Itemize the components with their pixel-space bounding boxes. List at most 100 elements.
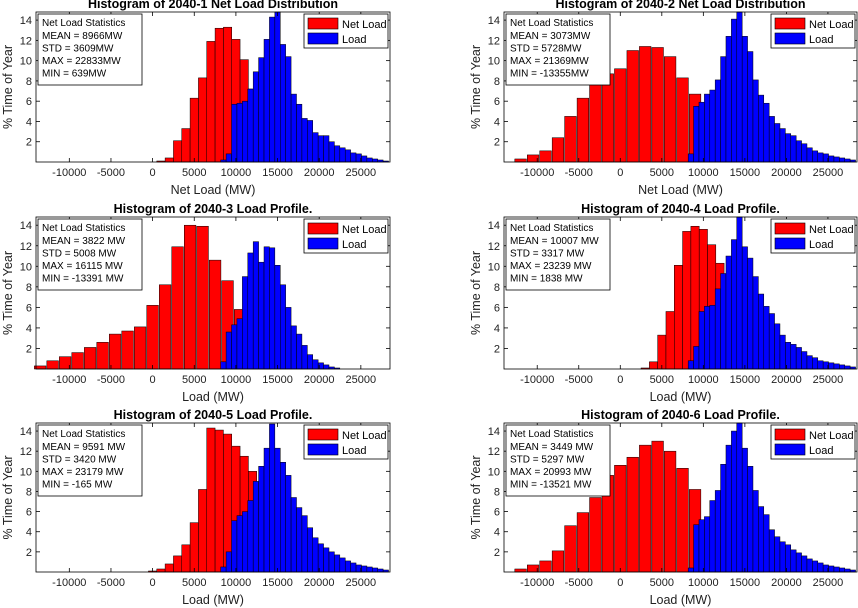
load-bar [312,537,319,573]
stats-title: Net Load Statistics [510,429,593,440]
load-bar [252,241,259,370]
load-bar [242,276,249,370]
x-axis-label: Load (MW) [650,593,712,607]
net-load-bar [223,433,232,573]
load-bar [768,313,775,370]
x-tick-label: 10000 [688,374,719,386]
x-tick-label: 25000 [346,577,377,589]
net-load-bar [181,128,191,163]
net-load-bar [173,140,183,163]
y-tick-label: 2 [494,343,500,355]
y-tick-label: 12 [488,35,500,47]
load-bar [779,541,786,573]
net-load-bar [639,444,652,573]
load-bar [844,365,851,370]
y-tick-label: 2 [494,137,500,149]
x-tick-label: 25000 [346,167,377,179]
net-load-bar [184,224,197,370]
load-bar [280,462,286,573]
y-axis-label: % Time of Year [469,455,483,539]
y-tick-label: 8 [26,486,32,498]
stats-line: MEAN = 10007 MW [510,236,599,247]
net-load-bar [551,550,565,573]
x-tick-label: 5000 [650,577,674,589]
y-tick-label: 4 [494,527,500,539]
load-bar [709,500,716,573]
load-bar [714,490,721,573]
load-bar [709,89,716,163]
y-tick-label: 6 [26,507,32,519]
load-bar [323,364,330,370]
legend-load-swatch [307,32,339,45]
net-load-bar [156,568,166,573]
stats-line: MIN = -165 MW [42,480,113,491]
load-bar [785,544,792,573]
net-load-bar [589,76,602,163]
load-bar [790,344,797,370]
net-load-bar [209,259,222,370]
load-bar [290,325,297,370]
x-tick-label: 20000 [304,577,335,589]
x-tick-label: 25000 [813,577,844,589]
y-tick-label: 12 [488,241,500,253]
stats-line: MAX = 23179 MW [42,467,124,478]
load-bar [806,355,813,370]
y-tick-label: 10 [488,56,500,68]
load-bar [366,566,373,573]
load-bar [812,560,819,573]
net-load-bar [171,246,184,370]
net-load-bar [664,450,677,573]
load-bar [296,507,303,573]
x-tick-label: 15000 [730,167,761,179]
load-bar [763,102,770,163]
y-tick-label: 14 [488,220,500,232]
load-bar [812,150,819,163]
load-bar [774,536,781,573]
x-tick-label: 20000 [304,374,335,386]
load-bar [747,466,754,573]
x-tick-label: -10000 [520,167,554,179]
legend-load-label: Load [809,34,833,46]
x-axis-label: Load (MW) [182,593,244,607]
net-load-bar [198,77,207,163]
load-bar [833,566,840,573]
load-bar [258,57,265,163]
load-bar [725,444,732,573]
load-bar [247,252,254,370]
x-tick-label: 20000 [771,374,802,386]
net-load-bar [164,563,174,573]
load-bar [366,157,373,163]
load-bar [274,11,281,163]
x-tick-label: 10000 [688,167,719,179]
load-bar [693,524,700,573]
load-bar [301,345,308,370]
load-bar [806,147,813,163]
load-bar [785,342,792,370]
legend-net-load-label: Net Load [809,19,854,31]
y-tick-label: 12 [20,35,32,47]
load-bar [828,565,835,573]
load-bar [839,364,845,370]
load-bar [698,101,705,163]
net-load-bar [589,497,602,573]
load-bar [714,288,721,370]
y-tick-label: 4 [494,116,500,128]
load-bar [833,363,840,370]
x-tick-label: 15000 [730,374,761,386]
load-bar [828,155,835,163]
load-bar [350,152,357,163]
load-bar [290,93,297,163]
x-tick-label: 0 [617,374,623,386]
y-tick-label: 8 [494,76,500,88]
load-bar [801,555,808,573]
chart-title: Histogram of 2040-1 Net Load Distributio… [88,0,338,11]
load-bar [328,551,335,573]
x-tick-label: 5000 [182,374,206,386]
legend-load-swatch [774,443,806,456]
axes-box [35,422,391,573]
stats-line: MAX = 21369MW [510,56,589,67]
net-load-bar [214,27,224,163]
load-bar [720,464,727,573]
load-bar [231,324,238,370]
y-tick-label: 6 [494,507,500,519]
